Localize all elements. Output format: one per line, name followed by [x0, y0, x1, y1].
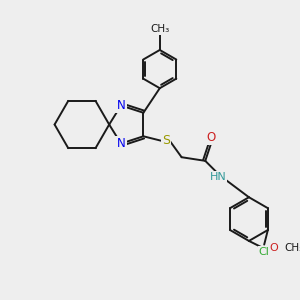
Text: CH₃: CH₃ [285, 243, 300, 253]
Text: HN: HN [210, 172, 226, 182]
Text: CH₃: CH₃ [150, 24, 170, 34]
Text: S: S [162, 134, 170, 147]
Text: N: N [117, 137, 125, 150]
Text: O: O [269, 243, 278, 253]
Text: Cl: Cl [259, 247, 270, 257]
Text: N: N [117, 99, 125, 112]
Text: O: O [206, 131, 215, 144]
